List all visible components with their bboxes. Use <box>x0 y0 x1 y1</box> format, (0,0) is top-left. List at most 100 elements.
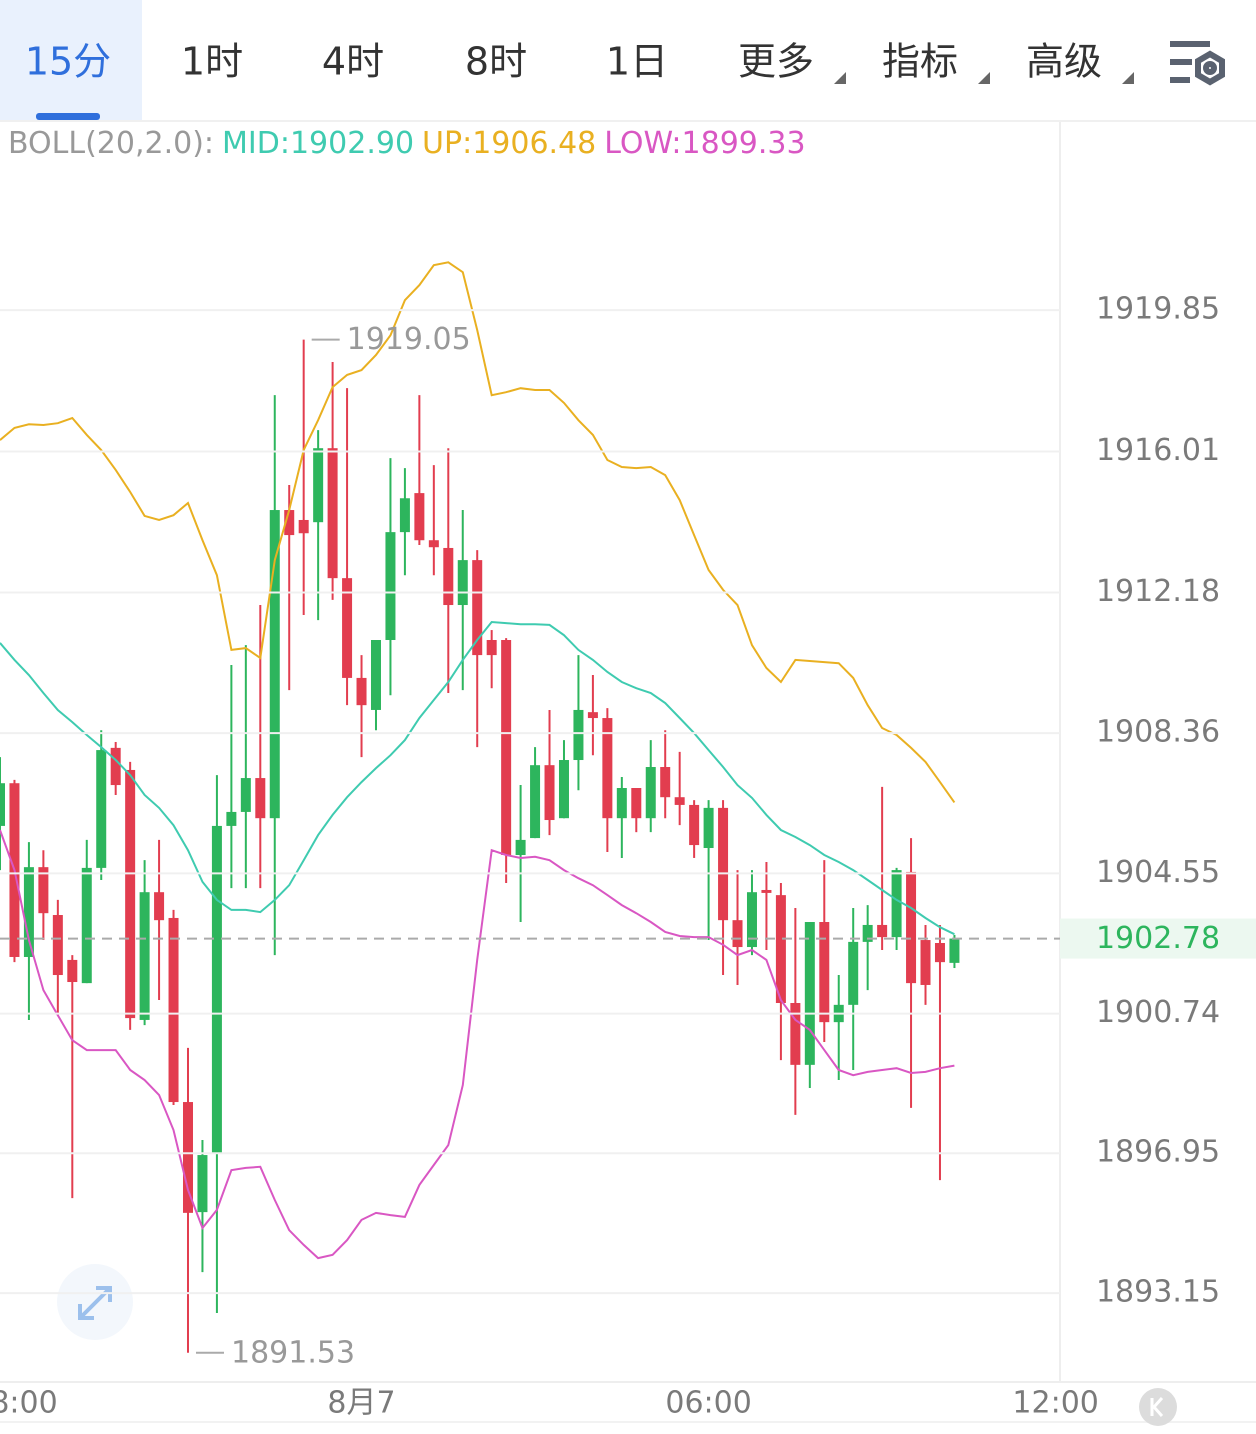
indicator-legend: BOLL(20,2.0): MID:1902.90 UP:1906.48 LOW:18… <box>8 126 806 161</box>
y-tick-label: 1912.18 <box>1096 574 1220 609</box>
candle-body <box>226 811 237 826</box>
band-line <box>0 261 956 803</box>
candle-body <box>645 767 656 819</box>
candle-body <box>616 788 627 819</box>
candle-body <box>486 640 497 656</box>
candle-body <box>154 892 165 921</box>
settings-icon[interactable] <box>1170 41 1225 86</box>
candle-body <box>689 804 700 846</box>
candle-body <box>544 765 555 821</box>
menu[interactable]: 更多 <box>738 40 814 84</box>
candle-body <box>139 892 150 1020</box>
candle-body <box>443 547 454 606</box>
y-tick-label: 1896.95 <box>1096 1135 1220 1170</box>
legend-entry: LOW:1899.33 <box>604 126 805 161</box>
dropdown-triangle <box>978 72 990 84</box>
button-bg <box>1139 1388 1177 1426</box>
candle-body <box>761 889 772 893</box>
candle-body <box>110 747 121 786</box>
candle-body <box>67 959 78 983</box>
extreme-label: 1919.05 <box>347 322 471 357</box>
candle-body <box>313 448 324 523</box>
candle-body <box>804 922 815 1065</box>
x-tick-label: 06:00 <box>665 1386 751 1421</box>
x-tick-label: 18:00 <box>0 1386 58 1421</box>
active-tab-bg <box>0 0 142 120</box>
candle-body <box>298 519 309 534</box>
candle-body <box>428 540 439 548</box>
candle-body <box>284 510 295 536</box>
candle-body <box>906 871 917 984</box>
candle-body <box>848 941 859 1005</box>
band-line <box>0 620 955 936</box>
candle-body <box>255 778 266 819</box>
candle-body <box>631 788 642 819</box>
candle-body <box>240 778 251 812</box>
x-tick-label: 8月7 <box>327 1386 395 1421</box>
band-line <box>0 829 955 1260</box>
candle-body <box>862 924 873 942</box>
candle-body <box>399 498 410 533</box>
tab[interactable]: 1时 <box>181 40 243 84</box>
tab[interactable]: 4时 <box>322 40 384 84</box>
y-tick-label: 1916.01 <box>1096 433 1220 468</box>
candle-body <box>38 867 49 914</box>
dropdown-triangle <box>1122 72 1134 84</box>
candle-body <box>23 867 34 957</box>
candle-body <box>197 1155 208 1213</box>
candle-body <box>660 767 671 798</box>
candle-body <box>602 718 613 819</box>
y-tick-label: 1900.74 <box>1096 995 1220 1030</box>
active-tab-indicator <box>36 113 100 120</box>
tab[interactable]: 15分 <box>25 40 111 84</box>
scroll-end-button[interactable] <box>1139 1388 1177 1426</box>
extreme-label: 1891.53 <box>231 1335 355 1370</box>
scroll-icon <box>1150 1397 1164 1417</box>
plot-area <box>0 261 960 1353</box>
candle-body <box>385 532 396 640</box>
dropdown-triangle <box>834 72 846 84</box>
y-tick-label: 1893.15 <box>1096 1275 1220 1310</box>
expand-button[interactable] <box>57 1264 133 1340</box>
candle-body <box>819 922 830 1023</box>
icon-hexagon <box>1195 50 1225 86</box>
tab[interactable]: 1日 <box>606 40 668 84</box>
candle-body <box>891 870 902 938</box>
candle-body <box>934 942 945 963</box>
candle-body <box>530 765 541 839</box>
candle-body <box>211 825 222 1153</box>
candle-body <box>949 938 960 963</box>
legend-entry: UP:1906.48 <box>422 126 596 161</box>
candle-body <box>920 940 931 985</box>
candle-body <box>370 640 381 710</box>
menu[interactable]: 指标 <box>882 40 958 84</box>
candle-body <box>501 640 512 856</box>
candle-body <box>96 750 107 868</box>
candle-body <box>790 1003 801 1065</box>
y-tick-label: 1908.36 <box>1096 715 1220 750</box>
menu[interactable]: 高级 <box>1026 40 1102 84</box>
y-tick-label: 1904.55 <box>1096 855 1220 890</box>
candle-body <box>81 867 92 984</box>
x-tick-label: 12:00 <box>1012 1386 1098 1421</box>
candle-body <box>0 783 5 826</box>
candle-body <box>558 760 569 819</box>
candle-body <box>703 807 714 849</box>
candle-body <box>573 709 584 761</box>
candle-body <box>182 1102 193 1213</box>
candle-body <box>414 493 425 541</box>
candle-body <box>587 712 598 719</box>
candle-body <box>746 892 757 948</box>
candle-body <box>877 924 888 938</box>
candle-body <box>342 578 353 678</box>
tab[interactable]: 8时 <box>465 40 527 84</box>
candle-body <box>457 560 468 606</box>
candle-body <box>327 448 338 579</box>
candle-body <box>718 807 729 921</box>
icon-dot <box>1203 61 1217 75</box>
candle-body <box>515 839 526 856</box>
candle-body <box>775 895 786 1004</box>
candle-body <box>269 510 280 819</box>
